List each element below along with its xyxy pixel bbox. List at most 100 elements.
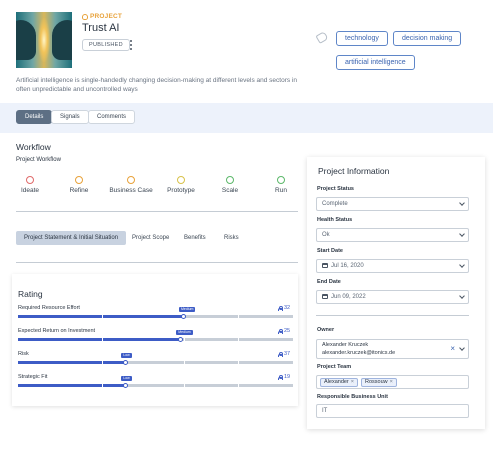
stage-label: Scale — [221, 187, 239, 194]
rating-slider-tick — [238, 361, 239, 364]
owner-label: Owner — [317, 327, 335, 333]
team-member-chip[interactable]: Alexander × — [320, 378, 358, 387]
rating-slider-tick — [101, 338, 103, 341]
rating-slider-handle[interactable] — [180, 313, 186, 319]
project-workflow-label: Project Workflow — [16, 157, 61, 163]
rating-count-value: 25 — [284, 328, 291, 334]
rating-count-value: 37 — [284, 351, 291, 357]
project-team-input[interactable]: Alexander × Rossouw × — [316, 375, 469, 389]
project-description: Artificial intelligence is single-handed… — [16, 77, 297, 93]
person-icon — [277, 351, 283, 358]
workflow-stage-run[interactable]: Run — [261, 176, 301, 194]
health-status-select[interactable]: Ok — [316, 228, 469, 242]
rating-slider-tick — [184, 384, 186, 387]
rating-label: Risk — [18, 351, 29, 357]
divider — [16, 262, 298, 263]
rating-slider-track[interactable] — [18, 361, 293, 364]
business-unit-label: Responsible Business Unit — [317, 394, 388, 400]
stage-status-icon — [26, 176, 34, 184]
remove-icon[interactable]: × — [389, 379, 393, 385]
project-thumbnail — [16, 12, 72, 68]
project-team-label: Project Team — [317, 364, 352, 370]
end-date-label: End Date — [317, 279, 341, 285]
start-date-label: Start Date — [317, 248, 343, 254]
tag-technology[interactable]: technology — [336, 31, 388, 46]
owner-select[interactable]: Alexander Kruczek alexander.kruczek@iton… — [316, 339, 469, 359]
owner-email: alexander.kruczek@itonics.de — [322, 349, 396, 356]
rating-slider-tick — [101, 384, 103, 387]
project-status-label: Project Status — [317, 186, 354, 192]
rating-vote-count: 32 — [277, 305, 291, 312]
rating-count-value: 32 — [284, 305, 291, 311]
stage-label: Ideate — [20, 187, 40, 194]
rating-slider-fill — [18, 315, 183, 318]
rating-slider-handle[interactable] — [122, 359, 128, 365]
calendar-icon — [322, 262, 328, 268]
clear-icon[interactable]: × — [450, 344, 455, 353]
tab-project-scope[interactable]: Project Scope — [132, 235, 170, 241]
tab-signals[interactable]: Signals — [51, 110, 89, 124]
rating-label: Required Resource Effort — [18, 305, 80, 311]
rating-slider-tick — [101, 315, 103, 318]
rating-slider-tick — [101, 361, 103, 364]
workflow-stage-prototype[interactable]: Prototype — [161, 176, 201, 194]
rating-slider-track[interactable] — [18, 315, 293, 318]
rating-slider-fill — [18, 338, 181, 341]
team-member-name: Alexander — [324, 379, 349, 385]
tab-benefits[interactable]: Benefits — [184, 235, 206, 241]
rating-slider-handle[interactable] — [122, 382, 128, 388]
rating-slider-handle[interactable] — [177, 336, 183, 342]
person-icon — [277, 374, 283, 381]
tab-comments[interactable]: Comments — [88, 110, 136, 124]
project-status-select[interactable]: Complete — [316, 197, 469, 211]
start-date-value: Jul 16, 2020 — [331, 263, 364, 269]
chevron-down-icon — [459, 262, 465, 268]
project-type-label: PROJECT — [82, 13, 122, 20]
business-unit-value: IT — [322, 408, 328, 414]
status-badge: PUBLISHED — [82, 39, 130, 51]
team-member-name: Rossouw — [365, 379, 388, 385]
rating-count-value: 19 — [284, 374, 291, 380]
tab-project-statement[interactable]: Project Statement & Initial Situation — [16, 231, 127, 245]
project-information-heading: Project Information — [318, 166, 390, 176]
person-icon — [277, 305, 283, 312]
rating-heading: Rating — [18, 289, 43, 299]
tag-decision-making[interactable]: decision making — [393, 31, 462, 46]
stage-status-icon — [177, 176, 185, 184]
tab-details[interactable]: Details — [16, 110, 53, 124]
workflow-stage-refine[interactable]: Refine — [59, 176, 99, 194]
person-icon — [277, 328, 283, 335]
workflow-stage-scale[interactable]: Scale — [210, 176, 250, 194]
owner-name: Alexander Kruczek — [322, 342, 369, 348]
divider — [16, 211, 298, 212]
rating-slider-tick — [184, 338, 186, 341]
rating-value-bubble: Medium — [179, 307, 196, 312]
rating-slider-fill — [18, 384, 126, 387]
more-options-icon[interactable] — [128, 40, 134, 50]
chevron-down-icon — [459, 231, 465, 237]
rating-slider-track[interactable] — [18, 338, 293, 341]
end-date-picker[interactable]: Jun 09, 2022 — [316, 290, 469, 304]
remove-icon[interactable]: × — [350, 379, 354, 385]
chevron-down-icon — [459, 200, 465, 206]
business-unit-input[interactable]: IT — [316, 404, 469, 418]
rating-slider-tick — [184, 361, 186, 364]
rating-slider-tick — [238, 315, 239, 318]
start-date-picker[interactable]: Jul 16, 2020 — [316, 259, 469, 273]
stage-label: Run — [275, 187, 287, 194]
workflow-stage-ideate[interactable]: Ideate — [10, 176, 50, 194]
rating-slider-track[interactable] — [18, 384, 293, 387]
tag-artificial-intelligence[interactable]: artificial intelligence — [336, 55, 415, 70]
tag-icon — [315, 31, 329, 44]
chevron-down-icon — [459, 293, 465, 299]
project-status-value: Complete — [322, 201, 348, 207]
workflow-heading: Workflow — [16, 142, 51, 152]
stage-status-icon — [226, 176, 234, 184]
tab-risks[interactable]: Risks — [224, 235, 239, 241]
stage-status-icon — [277, 176, 285, 184]
workflow-stage-business-case[interactable]: Business Case — [109, 176, 153, 194]
rating-value-bubble: Low — [121, 353, 132, 358]
team-member-chip[interactable]: Rossouw × — [361, 378, 397, 387]
rating-vote-count: 19 — [277, 374, 291, 381]
rating-label: Strategic Fit — [18, 374, 48, 380]
